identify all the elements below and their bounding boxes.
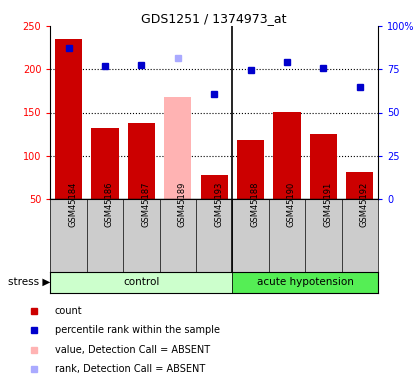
Title: GDS1251 / 1374973_at: GDS1251 / 1374973_at bbox=[142, 12, 287, 25]
Text: acute hypotension: acute hypotension bbox=[257, 277, 354, 287]
Text: stress ▶: stress ▶ bbox=[8, 277, 50, 287]
Text: GSM45187: GSM45187 bbox=[142, 182, 150, 227]
Text: GSM45188: GSM45188 bbox=[251, 182, 260, 227]
Text: GSM45189: GSM45189 bbox=[178, 182, 187, 227]
Text: percentile rank within the sample: percentile rank within the sample bbox=[55, 326, 220, 336]
Text: rank, Detection Call = ABSENT: rank, Detection Call = ABSENT bbox=[55, 364, 205, 374]
Bar bbox=[55, 39, 82, 199]
Bar bbox=[346, 172, 373, 199]
Text: count: count bbox=[55, 306, 82, 316]
Text: GSM45190: GSM45190 bbox=[287, 182, 296, 227]
Text: GSM45186: GSM45186 bbox=[105, 182, 114, 227]
Text: control: control bbox=[123, 277, 160, 287]
Text: GSM45184: GSM45184 bbox=[68, 182, 78, 227]
Bar bbox=[273, 112, 301, 199]
Text: value, Detection Call = ABSENT: value, Detection Call = ABSENT bbox=[55, 345, 210, 355]
Bar bbox=[232, 272, 378, 292]
Bar bbox=[92, 128, 119, 199]
Text: GSM45193: GSM45193 bbox=[214, 182, 223, 227]
Text: GSM45192: GSM45192 bbox=[360, 182, 369, 227]
Bar bbox=[310, 134, 337, 199]
Bar bbox=[50, 272, 232, 292]
Bar bbox=[128, 123, 155, 199]
Text: GSM45191: GSM45191 bbox=[323, 182, 332, 227]
Bar bbox=[237, 140, 264, 199]
Bar bbox=[201, 176, 228, 199]
Bar bbox=[164, 97, 192, 199]
